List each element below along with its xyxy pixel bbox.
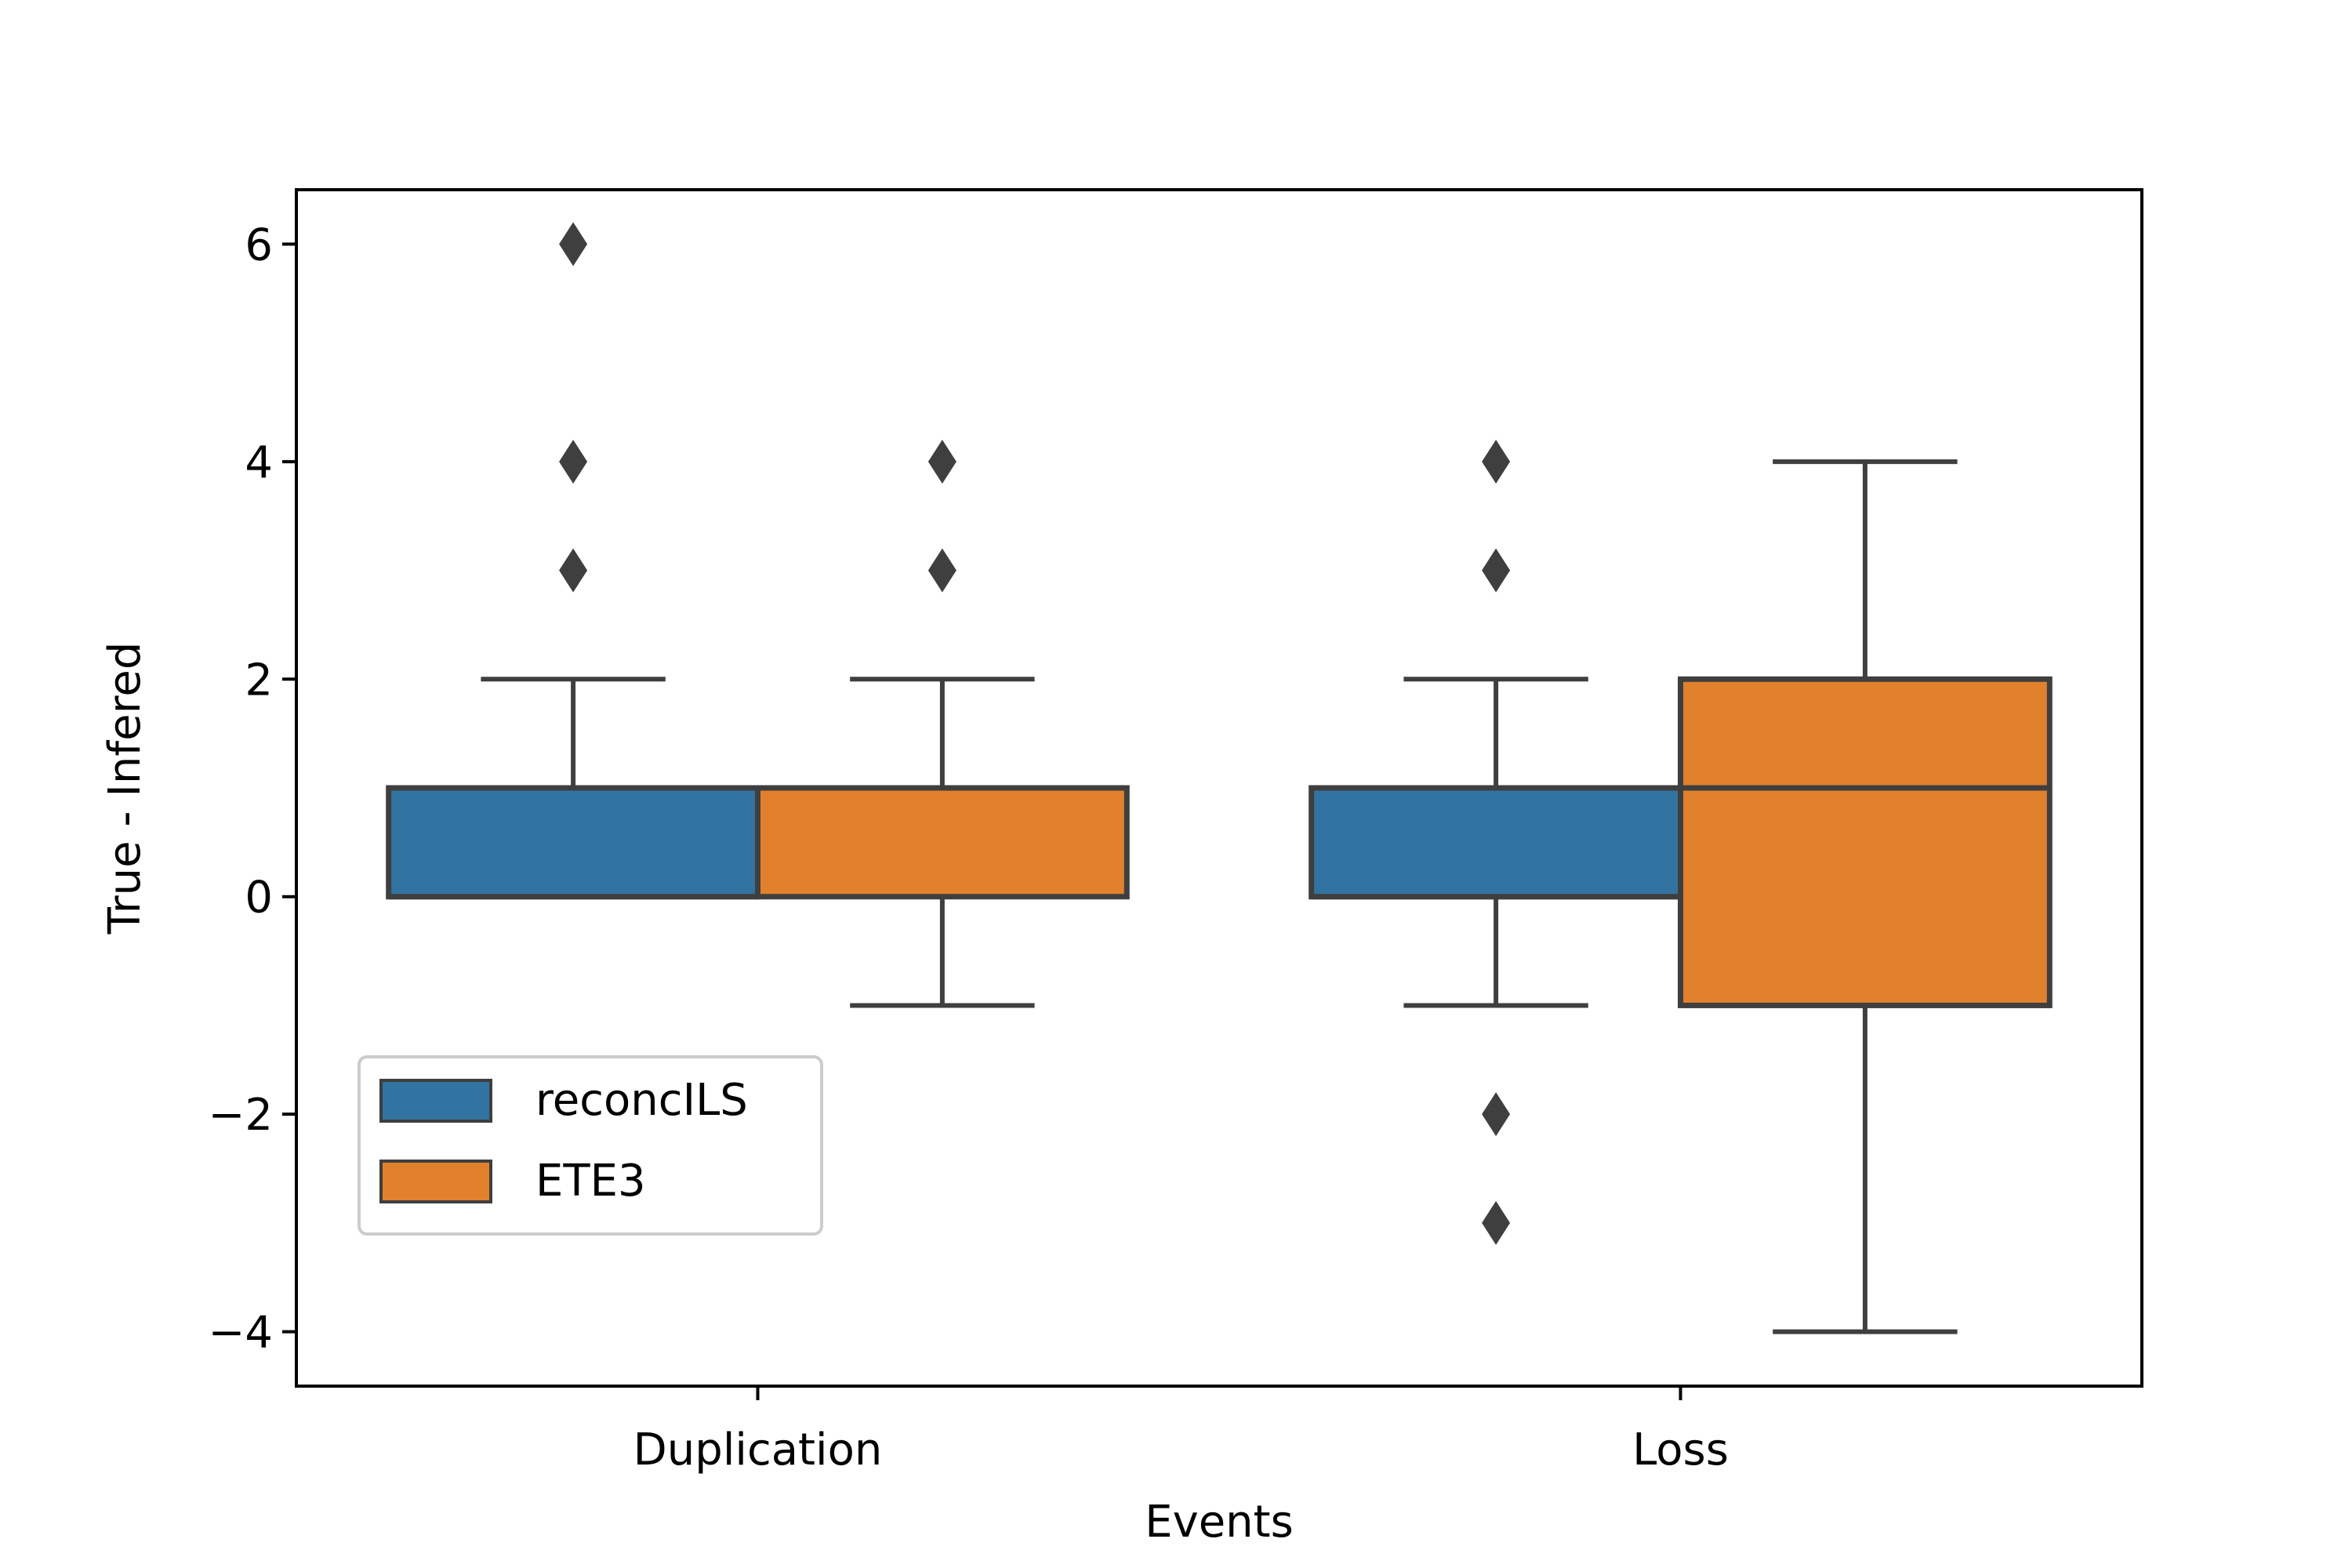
outlier-marker: [1482, 439, 1511, 484]
y-tick-label: 6: [245, 220, 273, 270]
box-ETE3-Duplication: [755, 439, 1130, 1008]
plot-layer: [386, 222, 2053, 1334]
plot-frame: [295, 188, 2143, 1388]
legend-label: ETE3: [535, 1156, 646, 1207]
y-tick-label: 2: [245, 655, 273, 706]
outlier-marker: [559, 439, 588, 484]
y-axis: −4 −2 0 2 4 6: [208, 220, 296, 1359]
x-tick-label: Loss: [1632, 1425, 1729, 1475]
outlier-marker: [1482, 1092, 1511, 1137]
box-iqr: [386, 785, 760, 900]
outlier-marker: [1482, 548, 1511, 593]
box-reconcILS-Duplication: [386, 222, 760, 900]
outlier-marker: [559, 548, 588, 593]
y-tick-label: 4: [245, 437, 273, 488]
outlier-marker: [927, 439, 956, 484]
y-axis-label: True - Infered: [100, 642, 151, 935]
x-axis: Duplication Loss: [633, 1386, 1729, 1475]
outlier-marker: [1482, 1200, 1511, 1245]
box-iqr: [1678, 676, 2053, 1008]
legend-swatch: [379, 1079, 492, 1123]
box-ETE3-Loss: [1678, 459, 2053, 1334]
x-tick-label: Duplication: [633, 1425, 883, 1475]
y-tick-label: −2: [208, 1090, 273, 1141]
box-iqr: [755, 785, 1130, 900]
y-tick-label: −4: [208, 1308, 273, 1359]
legend-label: reconcILS: [535, 1075, 748, 1126]
x-axis-label: Events: [1145, 1497, 1294, 1548]
box-iqr: [1308, 785, 1683, 900]
box-reconcILS-Loss: [1308, 439, 1683, 1245]
outlier-marker: [559, 222, 588, 267]
outlier-marker: [927, 548, 956, 593]
y-tick-label: 0: [245, 873, 273, 924]
legend-swatch: [379, 1160, 492, 1203]
legend: reconcILS ETE3: [358, 1055, 823, 1236]
